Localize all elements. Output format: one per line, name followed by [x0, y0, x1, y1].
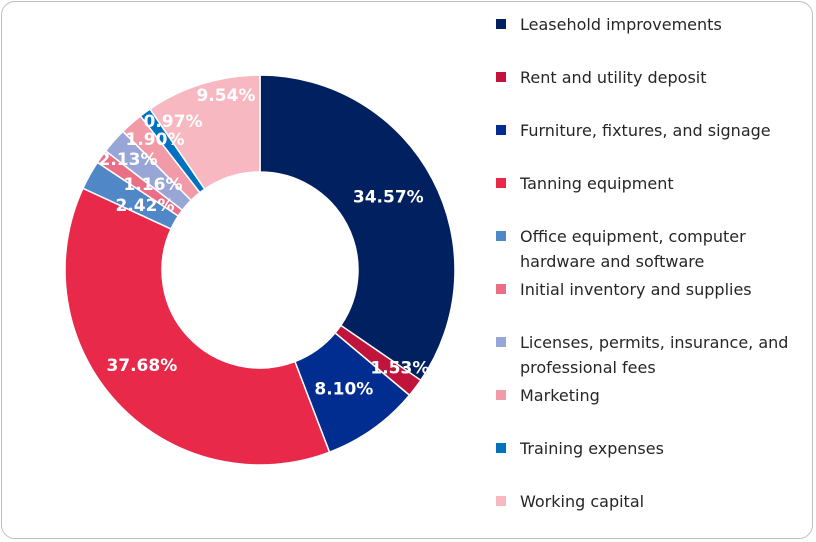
legend-label-7: Licenses, permits, insurance, and profes… [520, 333, 789, 377]
legend-item-4: Tanning equipment [496, 171, 805, 196]
data-label-4: 37.68% [106, 356, 177, 376]
legend-item-5: Office equipment, computer hardware and … [496, 224, 805, 274]
legend-item-9: Training expenses [496, 436, 805, 461]
legend-item-6: Initial inventory and supplies [496, 277, 805, 302]
legend-item-3: Furniture, fixtures, and signage [496, 118, 805, 143]
legend-swatch-7 [496, 337, 506, 347]
legend-swatch-5 [496, 231, 506, 241]
legend-item-8: Marketing [496, 383, 805, 408]
legend-item-1: Leasehold improvements [496, 12, 805, 37]
legend-label-4: Tanning equipment [520, 174, 674, 193]
legend-swatch-10 [496, 496, 506, 506]
legend-item-7: Licenses, permits, insurance, and profes… [496, 330, 805, 380]
legend-label-9: Training expenses [520, 439, 664, 458]
legend-label-10: Working capital [520, 492, 645, 511]
slice-1 [259, 74, 456, 382]
legend-item-2: Rent and utility deposit [496, 65, 805, 90]
data-label-7: 2.13% [99, 150, 158, 170]
legend-swatch-9 [496, 443, 506, 453]
legend-swatch-1 [496, 19, 506, 29]
legend-swatch-6 [496, 284, 506, 294]
slice-10 [148, 74, 261, 191]
data-label-6: 1.16% [124, 175, 183, 195]
data-label-9: 0.97% [144, 112, 203, 132]
legend-label-2: Rent and utility deposit [520, 68, 707, 87]
slice-4 [64, 187, 331, 466]
data-label-5: 2.42% [116, 196, 175, 216]
data-label-8: 1.90% [126, 130, 185, 150]
data-label-1: 34.57% [353, 187, 424, 207]
legend-item-10: Working capital [496, 489, 805, 514]
legend-label-1: Leasehold improvements [520, 15, 722, 34]
data-label-10: 9.54% [197, 86, 256, 106]
legend-label-5: Office equipment, computer hardware and … [520, 227, 746, 271]
legend-swatch-2 [496, 72, 506, 82]
legend-swatch-3 [496, 125, 506, 135]
data-label-2: 1.53% [370, 358, 429, 378]
legend-swatch-4 [496, 178, 506, 188]
legend-label-3: Furniture, fixtures, and signage [520, 121, 771, 140]
legend-label-8: Marketing [520, 386, 600, 405]
legend-swatch-8 [496, 390, 506, 400]
legend-label-6: Initial inventory and supplies [520, 280, 752, 299]
data-label-3: 8.10% [314, 380, 373, 400]
